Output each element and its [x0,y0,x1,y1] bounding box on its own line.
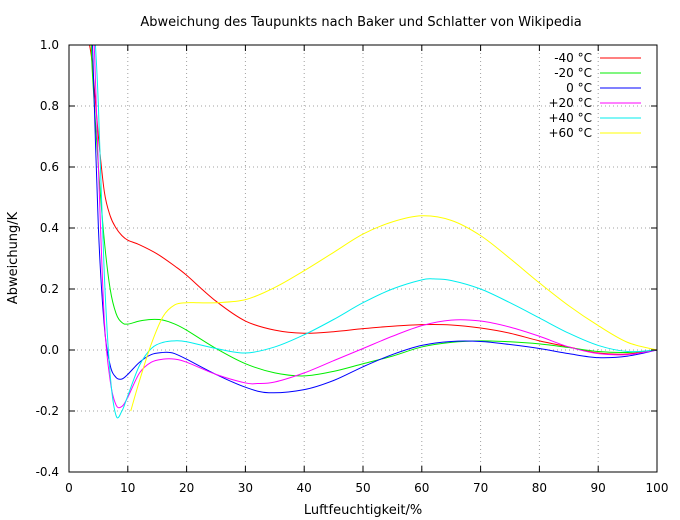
x-tick-label: 60 [414,481,429,495]
legend-label: -20 °C [554,66,592,80]
x-tick-label: 30 [238,481,253,495]
legend-label: -40 °C [554,51,592,65]
x-tick-label: 50 [355,481,370,495]
series-group [89,45,657,419]
x-tick-label: 90 [591,481,606,495]
legend: -40 °C-20 °C0 °C+20 °C+40 °C+60 °C [548,51,641,140]
x-tick-label: 10 [120,481,135,495]
ticks: 0 10 20 30 40 50 60 70 80 90 100 -0.4 -0.2 0.0 0.2 0.4 0… [36,38,669,495]
legend-label: 0 °C [566,81,592,95]
series-line-minus40c [89,45,657,355]
y-tick-label: 0.4 [40,221,59,235]
x-tick-label: 100 [646,481,669,495]
y-tick-label: 0.2 [40,282,59,296]
series-line-plus20c [93,45,657,409]
series-line-0c [92,45,657,394]
y-tick-label: 1.0 [40,38,59,52]
y-tick-label: 0.8 [40,99,59,113]
x-tick-label: 20 [179,481,194,495]
chart-title: Abweichung des Taupunkts nach Baker und … [140,15,581,30]
x-tick-label: 80 [532,481,547,495]
series-line-plus40c [94,45,657,419]
legend-label: +60 °C [548,126,592,140]
legend-label: +40 °C [548,111,592,125]
x-tick-label: 70 [473,481,488,495]
series-line-plus60c [130,215,657,412]
legend-label: +20 °C [548,96,592,110]
y-tick-label: 0.6 [40,160,59,174]
series-line-minus20c [90,45,657,377]
y-tick-label: -0.4 [36,465,59,479]
x-tick-label: 40 [297,481,312,495]
y-axis-label: Abweichung/K [6,211,21,304]
series-layer [89,45,657,419]
x-axis-label: Luftfeuchtigkeit/% [304,503,422,518]
y-tick-label: -0.2 [36,404,59,418]
x-tick-label: 0 [65,481,73,495]
plot-frame [68,44,658,473]
y-tick-label: 0.0 [40,343,59,357]
